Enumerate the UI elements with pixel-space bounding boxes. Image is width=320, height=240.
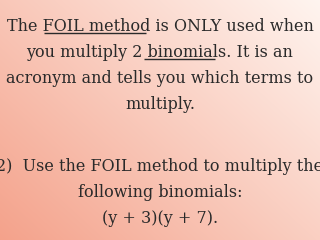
Text: multiply.: multiply.	[125, 96, 195, 113]
Text: you multiply 2 binomials. It is an: you multiply 2 binomials. It is an	[27, 44, 293, 61]
Text: The FOIL method is ONLY used when: The FOIL method is ONLY used when	[7, 18, 313, 35]
Text: following binomials:: following binomials:	[78, 184, 242, 201]
Text: (y + 3)(y + 7).: (y + 3)(y + 7).	[102, 210, 218, 227]
Text: acronym and tells you which terms to: acronym and tells you which terms to	[6, 70, 314, 87]
Text: 2)  Use the FOIL method to multiply the: 2) Use the FOIL method to multiply the	[0, 158, 320, 175]
